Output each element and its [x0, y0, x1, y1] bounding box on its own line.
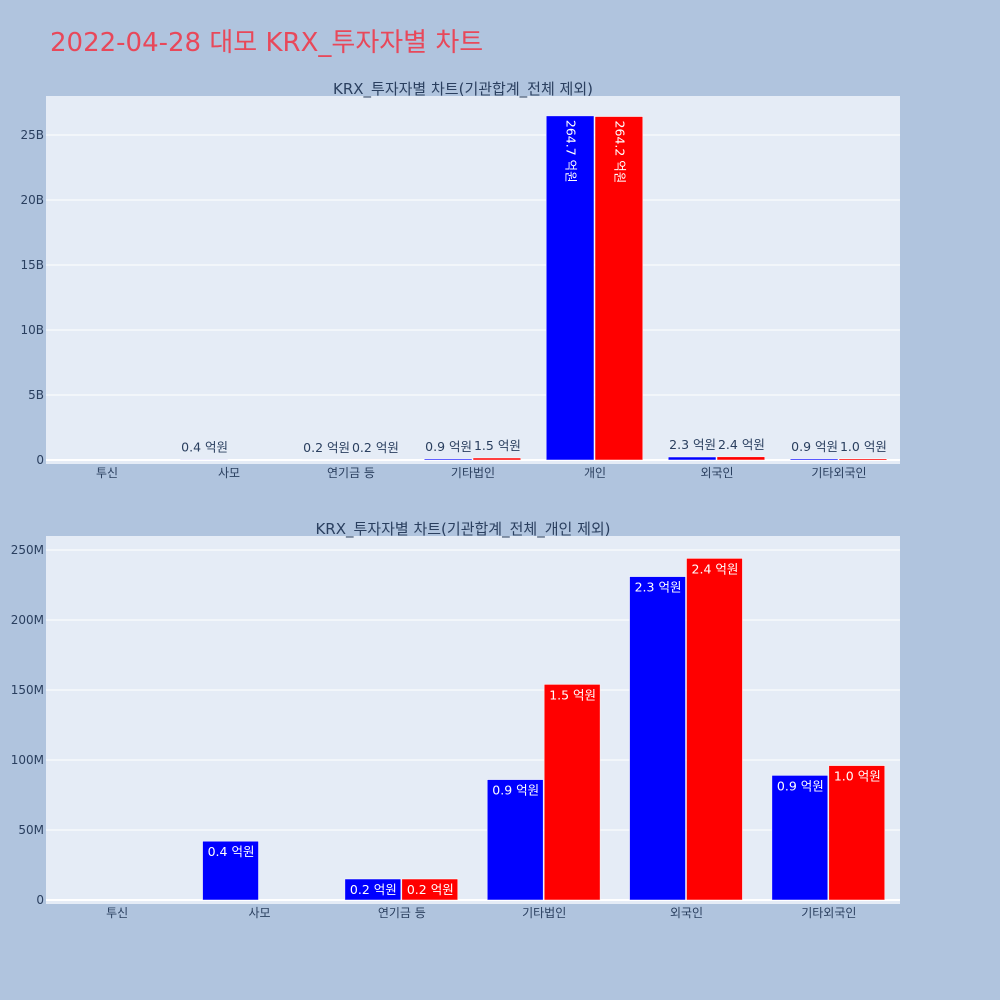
- y-tick-label: 25B: [20, 128, 44, 142]
- bar: [594, 116, 644, 461]
- bar: [472, 457, 522, 461]
- x-tick-label: 연기금 등: [378, 906, 426, 920]
- x-tick-label: 기타외국인: [811, 466, 866, 480]
- bar: [828, 765, 886, 901]
- bar: [545, 115, 595, 461]
- y-tick-label: 100M: [11, 753, 44, 767]
- data-label: 0.2 억원: [407, 882, 454, 897]
- x-tick-label: 개인: [584, 466, 606, 480]
- y-tick-label: 5B: [28, 388, 44, 402]
- bar: [838, 458, 888, 461]
- data-label: 264.7 억원: [564, 120, 579, 183]
- x-tick-label: 기타외국인: [801, 906, 856, 920]
- x-tick-label: 사모: [218, 466, 240, 480]
- plot-area: [46, 96, 900, 464]
- data-label: 0.2 억원: [303, 440, 350, 455]
- data-label: 0.9 억원: [492, 783, 539, 798]
- x-tick-label: 투신: [96, 466, 118, 480]
- y-tick-label: 150M: [11, 683, 44, 697]
- chart-top: 0 5B 10B 15B 20B 25B KRX_투자자별 차트(기관합계_전체 제외) 투신…: [20, 80, 900, 480]
- bar: [179, 459, 229, 461]
- data-label: 0.4 억원: [208, 844, 255, 859]
- bar: [667, 456, 717, 461]
- x-tick-label: 기타법인: [522, 906, 566, 920]
- bar: [686, 558, 743, 901]
- data-label: 1.0 억원: [834, 769, 881, 784]
- bar: [344, 878, 402, 901]
- x-tick-label: 외국인: [700, 466, 733, 480]
- y-tick-label: 0: [36, 453, 44, 467]
- bar: [716, 456, 766, 461]
- data-label: 2.3 억원: [635, 580, 682, 595]
- data-label: 0.9 억원: [425, 439, 472, 454]
- data-label: 0.4 억원: [181, 439, 228, 454]
- bar: [543, 684, 601, 901]
- data-label: 1.5 억원: [474, 438, 521, 453]
- y-tick-label: 250M: [11, 543, 44, 557]
- data-label: 264.2 억원: [612, 121, 627, 184]
- y-tick-label: 0: [36, 893, 44, 907]
- x-tick-label: 투신: [106, 906, 128, 920]
- bar: [423, 458, 473, 461]
- y-tick-label: 50M: [18, 823, 44, 837]
- x-tick-label: 연기금 등: [327, 466, 375, 480]
- y-tick-label: 20B: [20, 193, 44, 207]
- x-tick-label: 사모: [248, 906, 270, 920]
- bar: [771, 775, 829, 901]
- chart-title: KRX_투자자별 차트(기관합계_전체 제외): [333, 80, 593, 99]
- chart-bottom: 0 50M 100M 150M 200M 250M KRX_투자자별 차트(기관합계_전체_…: [11, 520, 900, 920]
- y-tick-label: 10B: [20, 323, 44, 337]
- bar: [789, 458, 839, 461]
- data-label: 0.9 억원: [777, 778, 824, 793]
- plot-area: [46, 536, 900, 904]
- y-tick-label: 15B: [20, 258, 44, 272]
- y-tick-label: 200M: [11, 613, 44, 627]
- data-label: 2.3 억원: [669, 437, 716, 452]
- data-label: 1.5 억원: [549, 687, 596, 702]
- data-label: 1.0 억원: [840, 439, 887, 454]
- bar: [202, 840, 259, 901]
- bar: [629, 576, 686, 901]
- bar: [401, 878, 459, 901]
- x-tick-label: 기타법인: [451, 466, 495, 480]
- x-tick-label: 외국인: [670, 906, 703, 920]
- data-label: 0.9 억원: [791, 439, 838, 454]
- data-label: 0.2 억원: [352, 440, 399, 455]
- page-title: 2022-04-28 대모 KRX_투자자별 차트: [50, 28, 484, 58]
- data-label: 2.4 억원: [718, 437, 765, 452]
- chart-title: KRX_투자자별 차트(기관합계_전체_개인 제외): [315, 520, 610, 539]
- bar: [486, 779, 544, 901]
- data-label: 2.4 억원: [692, 561, 739, 576]
- data-label: 0.2 억원: [350, 882, 397, 897]
